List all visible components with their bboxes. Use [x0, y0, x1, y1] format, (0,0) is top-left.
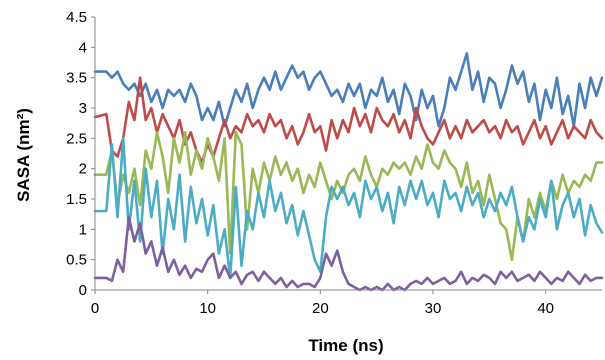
series-line-3: [93, 131, 604, 262]
series-line-1: [93, 52, 604, 128]
y-tick-label: 3: [79, 100, 87, 117]
x-tick-label: 0: [91, 300, 99, 317]
y-tick-label: 0.5: [66, 252, 87, 269]
y-tick-label: 4.5: [66, 9, 87, 26]
plot-series-group: [93, 52, 604, 292]
series-line-5: [93, 215, 604, 292]
y-tick-group: 0 0.5 1 1.5 2 2.5 3 3.5 4 4.5: [66, 9, 95, 299]
x-tick-label: 20: [312, 300, 329, 317]
x-axis-title: Time (ns): [308, 336, 383, 355]
y-tick-label: 4: [79, 39, 87, 56]
x-tick-group: 0 10 20 30 40: [91, 290, 554, 317]
y-tick-label: 1: [79, 221, 87, 238]
x-tick-label: 30: [425, 300, 442, 317]
x-tick-label: 10: [199, 300, 216, 317]
y-tick-label: 3.5: [66, 70, 87, 87]
y-tick-label: 0: [79, 282, 87, 299]
series-line-4: [93, 137, 604, 280]
y-tick-label: 2.5: [66, 130, 87, 147]
y-tick-label: 2: [79, 161, 87, 178]
y-axis-title: SASA (nm²): [14, 108, 33, 202]
y-tick-label: 1.5: [66, 191, 87, 208]
x-tick-label: 40: [537, 300, 554, 317]
